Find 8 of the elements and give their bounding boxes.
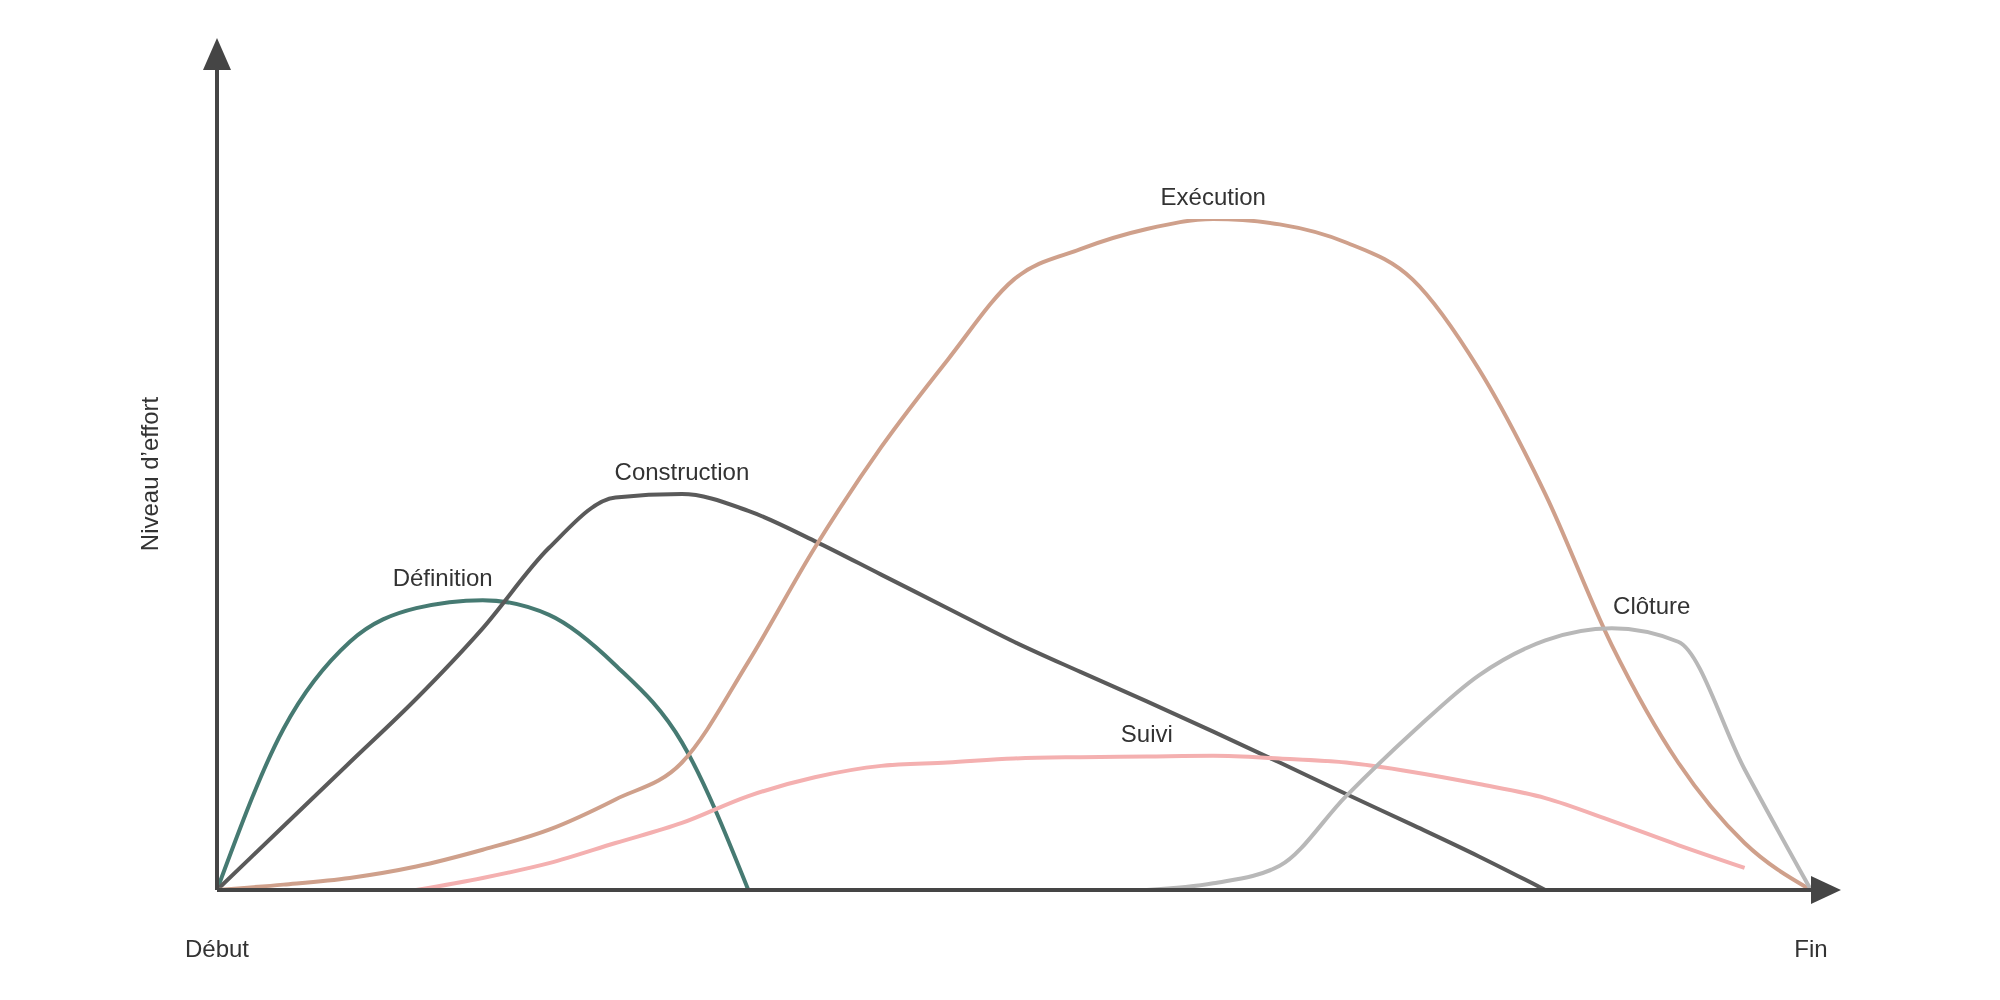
series-label: Définition [392, 564, 493, 592]
x-tick-label: Début [184, 935, 250, 963]
series-label: Clôture [1613, 592, 1691, 620]
y-axis-title: Niveau d’effort [136, 396, 163, 552]
x-tick-label: Fin [1794, 935, 1828, 963]
series-label: Exécution [1160, 183, 1266, 210]
series-label: Suivi [1120, 719, 1173, 747]
series-label: Construction [614, 458, 750, 486]
